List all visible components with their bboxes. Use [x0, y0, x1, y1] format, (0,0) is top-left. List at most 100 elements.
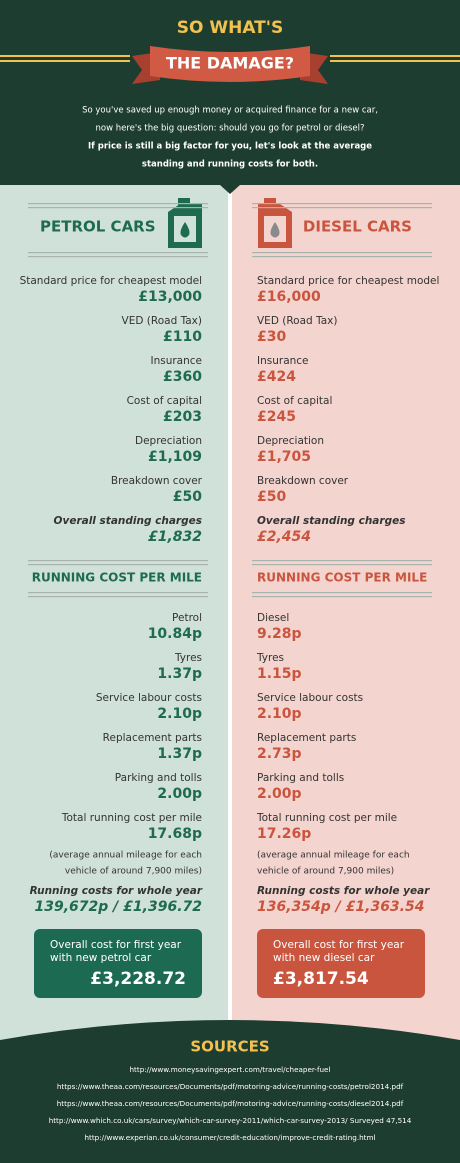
item-value: £16,000: [257, 289, 321, 305]
rule: [28, 596, 208, 598]
overall-label: with new diesel car: [273, 952, 375, 964]
item-label: Parking and tolls: [115, 772, 202, 784]
item-label: Overall standing charges: [257, 515, 405, 527]
rule: [28, 207, 208, 209]
banner-lines: [0, 55, 460, 62]
item-label: Total running cost per mile: [256, 812, 397, 824]
rule: [28, 203, 208, 205]
rule: [252, 560, 432, 562]
item-label: Service labour costs: [257, 692, 363, 704]
item-label: Running costs for whole year: [30, 885, 203, 897]
item-label: Insurance: [150, 355, 202, 367]
item-value: £50: [173, 489, 202, 505]
diesel-icon: [258, 198, 292, 248]
item-label: Replacement parts: [103, 732, 202, 744]
overall-box: [34, 929, 202, 998]
header-bg: [0, 0, 460, 185]
rule: [252, 252, 432, 254]
item-value: 10.84p: [148, 626, 202, 642]
item-value: 139,672p / £1,396.72: [35, 899, 202, 915]
rule: [28, 252, 208, 254]
item-label: Depreciation: [257, 435, 324, 447]
item-label: Standard price for cheapest model: [20, 275, 202, 287]
sources-title: SOURCES: [190, 1038, 269, 1056]
item-value: £1,109: [148, 449, 202, 465]
item-label: Breakdown cover: [257, 475, 349, 487]
item-label: Breakdown cover: [111, 475, 203, 487]
item-label: Tyres: [174, 652, 202, 664]
item-value: 2.00p: [257, 786, 302, 802]
item-value: 2.00p: [157, 786, 202, 802]
item-label: Depreciation: [135, 435, 202, 447]
overall-box: [257, 929, 425, 998]
item-value: 136,354p / £1,363.54: [257, 899, 424, 915]
item-label: Tyres: [256, 652, 284, 664]
item-label: Insurance: [257, 355, 309, 367]
item-label: Overall standing charges: [54, 515, 202, 527]
item-value: 2.73p: [257, 746, 302, 762]
item-value: £360: [163, 369, 202, 385]
divider: [228, 185, 232, 1025]
item-label: Replacement parts: [257, 732, 356, 744]
rule: [28, 560, 208, 562]
item-value: 17.68p: [148, 826, 202, 842]
item-label: Petrol: [172, 612, 202, 624]
item-value: £2,454: [257, 529, 311, 545]
rule: [28, 564, 208, 566]
rule: [252, 564, 432, 566]
column-title: PETROL CARS: [40, 218, 156, 236]
petrol-icon: [168, 198, 202, 248]
notch: [220, 185, 240, 194]
source-link: http://www.moneysavingexpert.com/travel/…: [130, 1065, 331, 1074]
item-value: £424: [257, 369, 296, 385]
item-label: Standard price for cheapest model: [257, 275, 439, 287]
item-label: Service labour costs: [96, 692, 202, 704]
item-value: 1.37p: [157, 666, 202, 682]
rule: [28, 592, 208, 594]
rule: [252, 207, 432, 209]
item-label: Running costs for whole year: [257, 885, 430, 897]
item-value: 17.26p: [257, 826, 311, 842]
item-value: £50: [257, 489, 286, 505]
intro-line: standing and running costs for both.: [142, 160, 318, 170]
item-value: 2.10p: [257, 706, 302, 722]
overall-value: £3,228.72: [90, 969, 186, 989]
ribbon: [132, 46, 328, 84]
item-label: Diesel: [257, 612, 289, 624]
note: (average annual mileage for each: [257, 851, 410, 861]
rule: [252, 592, 432, 594]
item-label: Cost of capital: [257, 395, 332, 407]
intro-line: now here's the big question: should you …: [96, 124, 365, 134]
rule: [252, 203, 432, 205]
source-link: http://www.experian.co.uk/consumer/credi…: [84, 1133, 375, 1142]
item-value: 1.37p: [157, 746, 202, 762]
note: (average annual mileage for each: [49, 851, 202, 861]
overall-label: Overall cost for first year: [50, 939, 182, 951]
source-link: https://www.theaa.com/resources/Document…: [57, 1082, 404, 1091]
rule: [252, 256, 432, 258]
item-value: £13,000: [138, 289, 202, 305]
intro-line: If price is still a big factor for you, …: [88, 142, 372, 152]
item-value: £110: [163, 329, 202, 345]
footer-bg: [0, 1020, 460, 1163]
section-title: RUNNING COST PER MILE: [257, 571, 427, 585]
section-title: RUNNING COST PER MILE: [32, 571, 202, 585]
item-value: £1,832: [148, 529, 202, 545]
overall-value: £3,817.54: [273, 969, 369, 989]
intro-line: So you've saved up enough money or acqui…: [82, 106, 378, 116]
note: vehicle of around 7,900 miles): [257, 867, 394, 877]
title-top: SO WHAT'S: [177, 18, 283, 38]
overall-label: Overall cost for first year: [273, 939, 405, 951]
item-value: £1,705: [257, 449, 311, 465]
rule: [252, 596, 432, 598]
item-value: £245: [257, 409, 296, 425]
note: vehicle of around 7,900 miles): [65, 867, 202, 877]
item-label: VED (Road Tax): [122, 315, 202, 327]
item-value: 1.15p: [257, 666, 302, 682]
rule: [28, 256, 208, 258]
title-banner: THE DAMAGE?: [166, 54, 294, 73]
item-value: £203: [163, 409, 202, 425]
item-label: Parking and tolls: [257, 772, 344, 784]
item-label: Cost of capital: [127, 395, 202, 407]
